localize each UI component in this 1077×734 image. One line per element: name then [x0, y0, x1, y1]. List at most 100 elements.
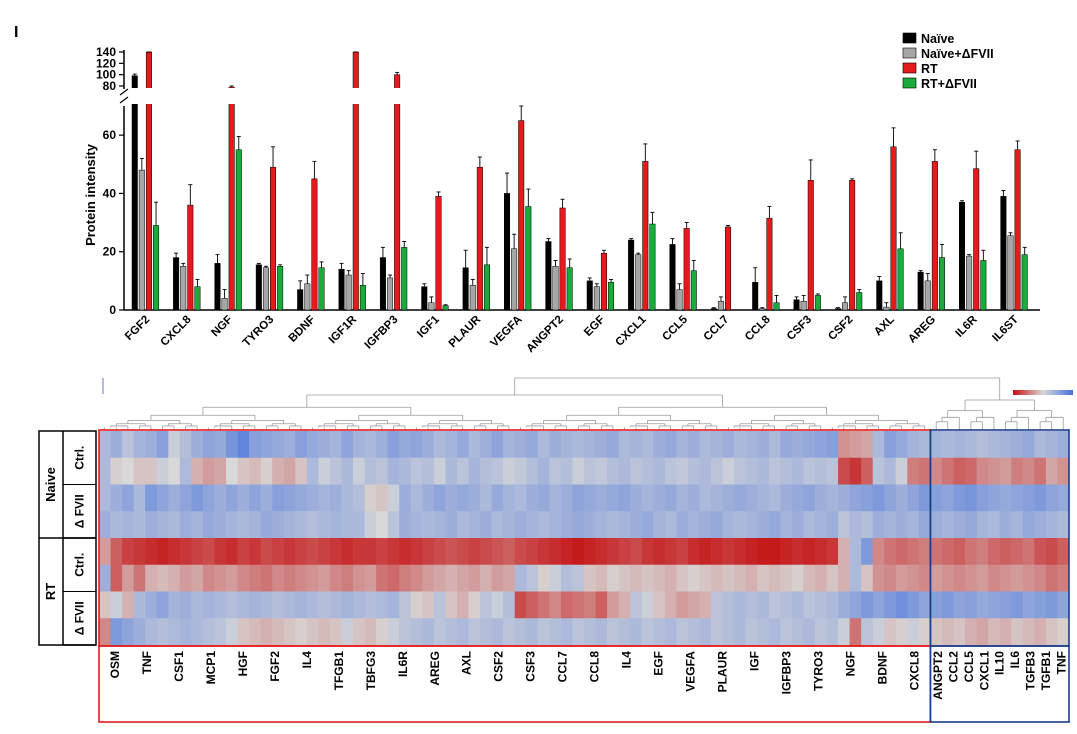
- heatmap-cell: [422, 484, 435, 512]
- bar-ccl7-na-ve: [710, 308, 717, 311]
- heatmap-cell: [445, 618, 458, 646]
- heatmap-cell: [410, 431, 423, 459]
- bar-igf1r-na-ve-fvii: [345, 274, 352, 311]
- legend-swatch-rt: [902, 62, 917, 74]
- heatmap-cell: [237, 457, 250, 485]
- heatmap-cell: [1034, 511, 1047, 539]
- cluster-blue-label-box: [929, 645, 1070, 723]
- heatmap-cell: [930, 591, 943, 619]
- column-label-ccl7: CCL7: [556, 651, 570, 683]
- heatmap-cell: [145, 511, 158, 539]
- heatmap-cell: [918, 538, 931, 566]
- heatmap-cell: [364, 618, 377, 646]
- heatmap-cell: [803, 538, 816, 566]
- heatmap-cell: [537, 484, 550, 512]
- y-tick-label: 20: [103, 245, 117, 259]
- heatmap-cell: [595, 511, 608, 539]
- heatmap-cell: [191, 564, 204, 592]
- heatmap-cell: [295, 457, 308, 485]
- heatmap-cell: [687, 431, 700, 459]
- heatmap-cell: [122, 591, 135, 619]
- column-label-tnf: TNF: [140, 651, 154, 674]
- heatmap-cell: [572, 538, 585, 566]
- heatmap-cell: [965, 564, 978, 592]
- column-label-il4: IL4: [620, 651, 634, 669]
- column-label-tgfb1: TGFB1: [1039, 651, 1053, 691]
- bar-cxcl1-rt: [642, 161, 649, 311]
- row-group-labels: Naive Ctrl. Δ FVII RT Ctrl. Δ FVII: [38, 430, 97, 646]
- heatmap-cell: [272, 538, 285, 566]
- heatmap-cell: [722, 564, 735, 592]
- heatmap-cell: [965, 457, 978, 485]
- heatmap-cell: [341, 511, 354, 539]
- heatmap-cell: [214, 564, 227, 592]
- column-label-ngf: NGF: [843, 651, 857, 676]
- heatmap-cell: [861, 457, 874, 485]
- heatmap-cell: [376, 618, 389, 646]
- heatmap-cell: [503, 618, 516, 646]
- x-tick-label-csf3: CSF3: [785, 314, 814, 343]
- heatmap-cell: [941, 457, 954, 485]
- heatmap-cell: [433, 431, 446, 459]
- heatmap-cell: [179, 564, 192, 592]
- heatmap-cell: [965, 484, 978, 512]
- y-tick-label: 140: [96, 45, 116, 59]
- heatmap-cell: [318, 591, 331, 619]
- heatmap-cell: [572, 457, 585, 485]
- heatmap-cell: [99, 484, 111, 512]
- heatmap-cell: [941, 591, 954, 619]
- heatmap-cell: [780, 457, 793, 485]
- bar-egf-na-ve: [586, 280, 593, 311]
- heatmap-cell: [191, 618, 204, 646]
- heatmap-cell: [99, 591, 111, 619]
- heatmap-cell: [179, 538, 192, 566]
- heatmap-cell: [595, 618, 608, 646]
- heatmap-cell: [110, 564, 123, 592]
- bar-bdnf-na-ve-fvii: [304, 283, 311, 311]
- heatmap-cell: [226, 484, 238, 512]
- heatmap-cell: [872, 564, 885, 592]
- heatmap-cell: [514, 538, 527, 566]
- column-label-egf: EGF: [652, 651, 666, 676]
- heatmap-cell: [272, 511, 285, 539]
- heatmap-cell: [653, 431, 666, 459]
- heatmap-cell: [260, 484, 273, 512]
- heatmap-cell: [780, 538, 793, 566]
- heatmap-cell: [468, 457, 481, 485]
- heatmap-cell: [584, 431, 596, 459]
- heatmap-cell: [699, 431, 712, 459]
- heatmap-cell: [214, 511, 227, 539]
- heatmap-cell: [376, 511, 389, 539]
- heatmap-cell: [826, 457, 839, 485]
- heatmap-cell: [849, 457, 862, 485]
- heatmap-cell: [560, 431, 573, 459]
- heatmap-cell: [988, 618, 1001, 646]
- heatmap-cell: [941, 618, 954, 646]
- column-label-il6r: IL6R: [396, 651, 410, 677]
- heatmap-cell: [376, 564, 389, 592]
- heatmap-cell: [226, 618, 238, 646]
- heatmap-cell: [826, 618, 839, 646]
- heatmap-cell: [295, 618, 308, 646]
- heatmap-cell: [1034, 591, 1047, 619]
- column-label-fgf2: FGF2: [268, 651, 282, 682]
- heatmap-cell: [272, 564, 285, 592]
- column-label-ccl5: CCL5: [962, 651, 976, 683]
- heatmap-cell: [930, 431, 943, 459]
- heatmap-cell: [422, 591, 435, 619]
- heatmap-cell: [433, 564, 446, 592]
- heatmap-cell: [711, 457, 723, 485]
- axis-break-gap: [378, 88, 409, 104]
- heatmap-cell: [884, 618, 897, 646]
- color-scale-swatch: [1013, 390, 1073, 395]
- heatmap-cell: [99, 564, 111, 592]
- heatmap-cell: [607, 564, 620, 592]
- x-tick-label-angpt2: ANGPT2: [524, 314, 565, 355]
- heatmap-cell: [168, 431, 181, 459]
- column-label-tbfg3: TBFG3: [364, 651, 378, 691]
- x-tick-label-vegfa: VEGFA: [489, 314, 525, 350]
- heatmap-cell: [595, 564, 608, 592]
- heatmap-cell: [376, 431, 389, 459]
- bar-csf3-rt-fvii: [814, 295, 821, 311]
- column-label-igf: IGF: [748, 651, 762, 671]
